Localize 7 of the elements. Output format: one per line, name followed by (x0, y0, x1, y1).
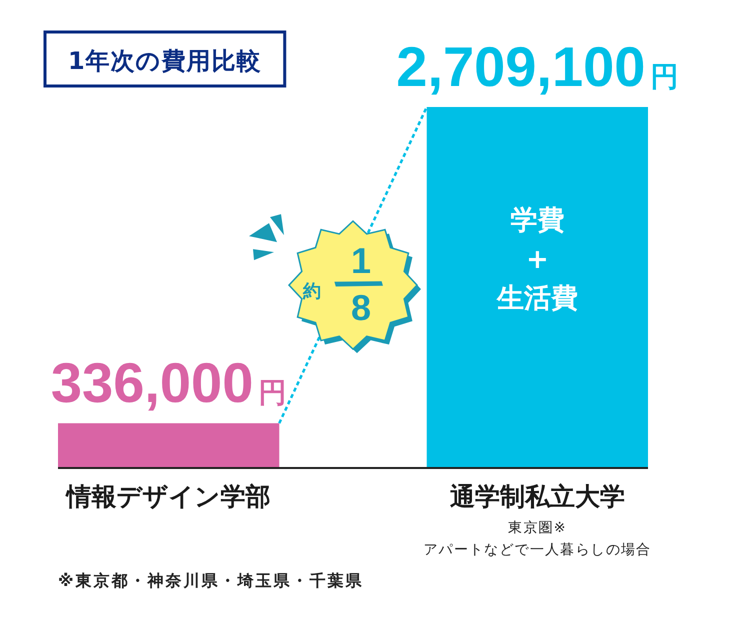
text: ※東京都・神奈川県・埼玉県・千葉県 (58, 571, 364, 590)
text: 約 1/8 (302, 240, 393, 328)
x-tick-label: 通学制私立大学 (450, 482, 625, 511)
x-tick-label: 情報デザイン学部 (64, 482, 271, 511)
text: 東京圏※ アパートなどで一人暮らしの場合 (423, 520, 652, 558)
chart-title: 1年次の費用比較 (68, 47, 262, 75)
annotation: 学費 + 生活費 (496, 204, 578, 314)
